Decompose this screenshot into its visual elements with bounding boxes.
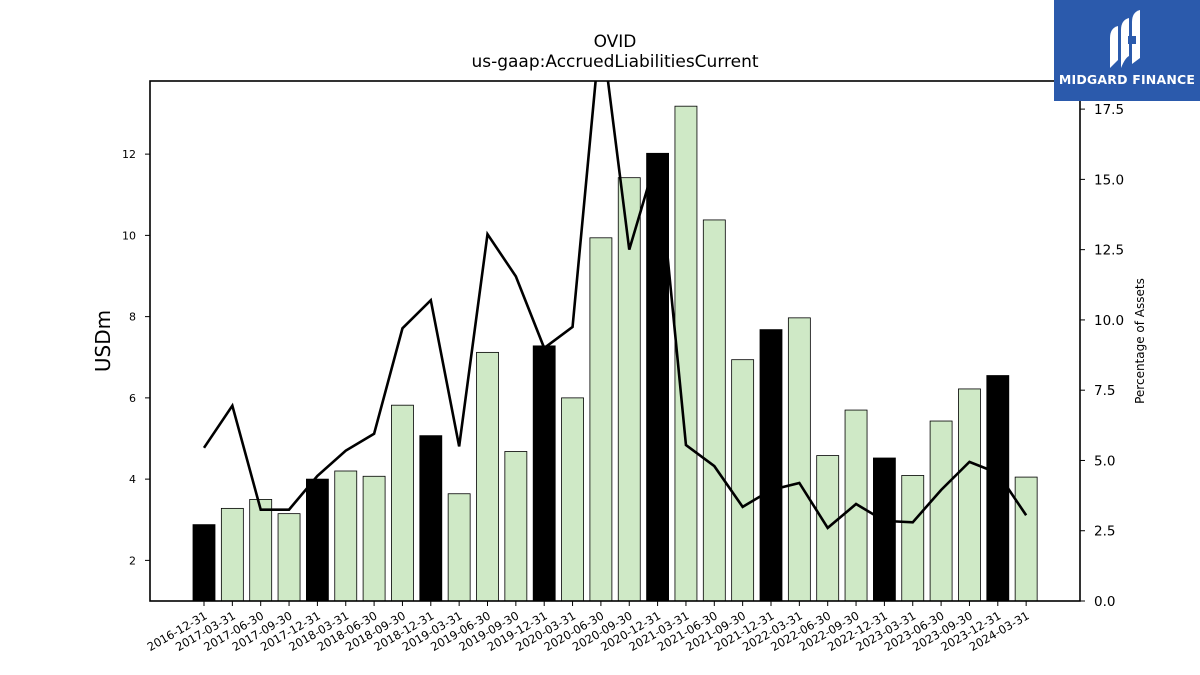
y-tick-label-6: 6: [129, 392, 136, 405]
y2-tick-label-10.0: 10.0: [1094, 313, 1124, 329]
bar-2017-06-30: [249, 499, 273, 602]
y2-tick-label-5.0: 5.0: [1094, 453, 1115, 469]
bar-2018-03-31: [334, 470, 358, 602]
bar-2023-06-30: [929, 420, 953, 602]
bar-2019-09-30: [504, 451, 528, 602]
brand-name: MIDGARD FINANCE: [1058, 72, 1196, 87]
y2-tick-label-12.5: 12.5: [1094, 243, 1124, 259]
bar-2022-12-31: [873, 457, 896, 602]
y2-axis-label: Percentage of Assets: [1133, 278, 1147, 404]
bar-2017-09-30: [277, 513, 301, 602]
y-axis-label: USDm: [91, 310, 115, 372]
bar-2018-09-30: [391, 404, 414, 602]
y2-tick-label-0.0: 0.0: [1094, 594, 1115, 610]
bar-2023-03-31: [901, 475, 925, 602]
bar-2019-03-31: [447, 493, 471, 602]
bar-2020-03-31: [561, 397, 584, 602]
brand-logo: MIDGARD FINANCE: [1054, 0, 1200, 101]
bar-2023-12-31: [986, 375, 1010, 602]
y2-tick-label-15.0: 15.0: [1094, 172, 1124, 188]
y2-tick-label-7.5: 7.5: [1094, 383, 1115, 399]
bar-2023-09-30: [958, 388, 981, 602]
bar-2020-06-30: [589, 237, 613, 602]
y-tick-label-12: 12: [122, 148, 136, 161]
bar-2017-12-31: [305, 478, 329, 602]
y2-tick-label-17.5: 17.5: [1094, 102, 1124, 118]
bar-2021-12-31: [759, 329, 783, 602]
y-tick-label-10: 10: [122, 229, 136, 242]
percentage-line: [202, 81, 1028, 530]
bar-2021-06-30: [702, 219, 726, 602]
bar-2018-06-30: [362, 475, 386, 602]
chart-subtitle: us-gaap:AccruedLiabilitiesCurrent: [471, 52, 759, 72]
bar-2019-06-30: [476, 351, 499, 602]
bar-2022-03-31: [787, 317, 811, 602]
bar-2017-03-31: [220, 507, 244, 602]
midgard-logo-icon: [1110, 10, 1140, 68]
plot-frame: [149, 80, 1081, 602]
bar-2016-12-31: [192, 524, 216, 602]
y-tick-label-4: 4: [129, 473, 136, 486]
chart-title: OVID: [593, 32, 637, 52]
y-tick-label-8: 8: [129, 311, 136, 324]
bar-2021-09-30: [731, 359, 755, 602]
bar-2024-03-31: [1014, 476, 1038, 602]
y-tick-label-2: 2: [129, 554, 136, 567]
bar-2019-12-31: [532, 345, 556, 602]
bar-2018-12-31: [419, 435, 443, 602]
y2-tick-label-2.5: 2.5: [1094, 524, 1115, 540]
